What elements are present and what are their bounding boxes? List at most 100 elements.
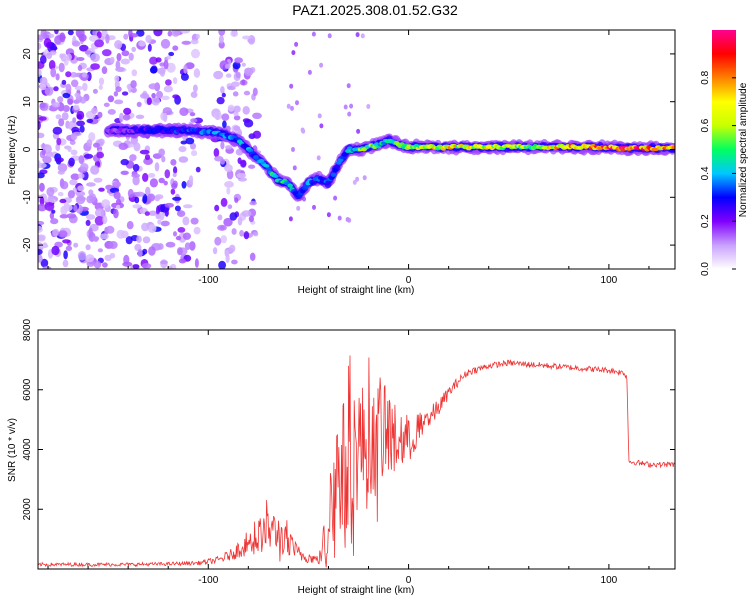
heatmap-noise-blob xyxy=(175,235,182,241)
heatmap-noise-blob xyxy=(182,232,191,240)
heatmap-noise-blob xyxy=(122,114,131,121)
heatmap-noise-blob xyxy=(227,104,235,112)
heatmap-noise-blob xyxy=(289,83,294,89)
heatmap-noise-blob xyxy=(97,111,103,119)
heatmap-noise-blob xyxy=(105,33,110,44)
heatmap-noise-blob xyxy=(215,111,220,121)
heatmap-noise-blob xyxy=(102,215,108,225)
heatmap-noise-blob xyxy=(58,118,65,127)
heatmap-noise-blob xyxy=(120,58,130,65)
heatmap-noise-blob xyxy=(142,193,148,204)
heatmap-noise-blob xyxy=(242,35,251,40)
heatmap-noise-blob xyxy=(136,235,142,243)
heatmap-noise-blob xyxy=(38,248,43,256)
heatmap-noise-blob xyxy=(135,191,145,197)
heatmap-noise-blob xyxy=(145,34,152,44)
heatmap-noise-blob xyxy=(114,40,123,49)
heatmap-noise-blob xyxy=(62,92,71,99)
heatmap-noise-blob xyxy=(98,77,105,86)
heatmap-noise-blob xyxy=(223,217,233,227)
heatmap-noise-blob xyxy=(214,155,224,162)
heatmap-noise-blob xyxy=(234,197,239,203)
heatmap-noise-blob xyxy=(86,195,95,204)
heatmap-noise-blob xyxy=(148,210,158,216)
heatmap-noise-blob xyxy=(90,165,100,175)
heatmap-noise-blob xyxy=(75,30,85,38)
heatmap-noise-blob xyxy=(110,56,115,64)
heatmap-noise-blob xyxy=(220,197,228,207)
colorbar-gradient xyxy=(712,30,736,269)
heatmap-noise-blob xyxy=(74,85,83,91)
heatmap-noise-blob xyxy=(193,226,201,235)
heatmap-noise-blob xyxy=(234,57,244,64)
heatmap-noise-blob xyxy=(67,145,72,152)
heatmap-noise-blob xyxy=(226,187,231,195)
colorbar-tick-label: 0.4 xyxy=(700,166,711,180)
heatmap-noise-blob xyxy=(78,155,85,165)
snr-ylabel: SNR (10 * v/v) xyxy=(7,418,18,482)
heatmap-noise-blob xyxy=(230,30,238,37)
heatmap-noise-blob xyxy=(177,227,186,233)
heatmap-noise-blob xyxy=(236,172,247,179)
heatmap-noise-blob xyxy=(159,212,165,221)
heatmap-noise-blob xyxy=(243,231,250,240)
heatmap-xtick-label: 100 xyxy=(601,275,618,286)
heatmap-noise-blob xyxy=(115,204,121,210)
heatmap-noise-blob xyxy=(355,176,360,182)
heatmap-noise-blob xyxy=(72,40,81,47)
heatmap-noise-blob xyxy=(132,204,142,209)
heatmap-noise-blob xyxy=(222,120,227,129)
heatmap-noise-blob xyxy=(38,234,46,241)
colorbar-ticks: 0.0 0.2 0.4 0.6 0.8 xyxy=(700,70,736,276)
heatmap-noise-blob xyxy=(221,113,230,121)
heatmap-noise-blob xyxy=(316,155,321,161)
heatmap-ridge-cell xyxy=(287,183,294,188)
heatmap-ridge-cell xyxy=(671,145,675,150)
snr-xlabel: Height of straight line (km) xyxy=(298,585,415,596)
heatmap-noise-blob xyxy=(38,225,43,233)
heatmap-noise-blob xyxy=(119,112,124,123)
heatmap-noise-blob xyxy=(154,162,160,172)
heatmap-noise-blob xyxy=(164,202,174,208)
heatmap-noise-blob xyxy=(237,216,243,226)
heatmap-noise-blob xyxy=(220,235,227,244)
heatmap-noise-blob xyxy=(134,196,140,204)
heatmap-noise-blob xyxy=(114,99,124,105)
heatmap-noise-blob xyxy=(55,143,61,152)
heatmap-noise-blob xyxy=(148,246,156,256)
heatmap-ridge-cell xyxy=(330,172,337,177)
heatmap-noise-blob xyxy=(292,165,297,171)
heatmap-noise-blob xyxy=(291,50,296,56)
heatmap-noise-blob xyxy=(163,180,168,186)
heatmap-noise-blob xyxy=(233,111,239,117)
heatmap-noise-blob xyxy=(113,208,119,219)
heatmap-noise-blob xyxy=(59,214,69,219)
heatmap-noise-blob xyxy=(216,96,225,105)
heatmap-noise-blob xyxy=(76,120,85,127)
heatmap-noise-blob xyxy=(103,102,110,108)
heatmap-noise-blob xyxy=(172,94,180,99)
heatmap-noise-blob xyxy=(61,79,67,85)
heatmap-noise-blob xyxy=(194,258,199,268)
heatmap-noise-blob xyxy=(193,68,201,78)
heatmap-noise-blob xyxy=(248,164,256,169)
heatmap-noise-blob xyxy=(294,41,299,47)
heatmap-xtick-label: -100 xyxy=(198,275,218,286)
heatmap-noise-blob xyxy=(248,215,254,223)
heatmap-noise-blob xyxy=(180,140,188,145)
heatmap-noise-blob xyxy=(65,71,72,78)
heatmap-noise-blob xyxy=(75,195,86,205)
heatmap-noise-blob xyxy=(218,30,226,36)
heatmap-noise-blob xyxy=(307,69,312,75)
heatmap-noise-blob xyxy=(224,63,231,69)
heatmap-noise-blob xyxy=(233,105,241,113)
heatmap-noise-blob xyxy=(114,75,120,83)
heatmap-noise-blob xyxy=(155,213,161,220)
heatmap-noise-blob xyxy=(46,187,55,197)
heatmap-noise-blob xyxy=(142,236,151,244)
heatmap-noise-blob xyxy=(70,71,78,78)
heatmap-noise-blob xyxy=(151,97,161,106)
heatmap-noise-blob xyxy=(176,210,186,218)
